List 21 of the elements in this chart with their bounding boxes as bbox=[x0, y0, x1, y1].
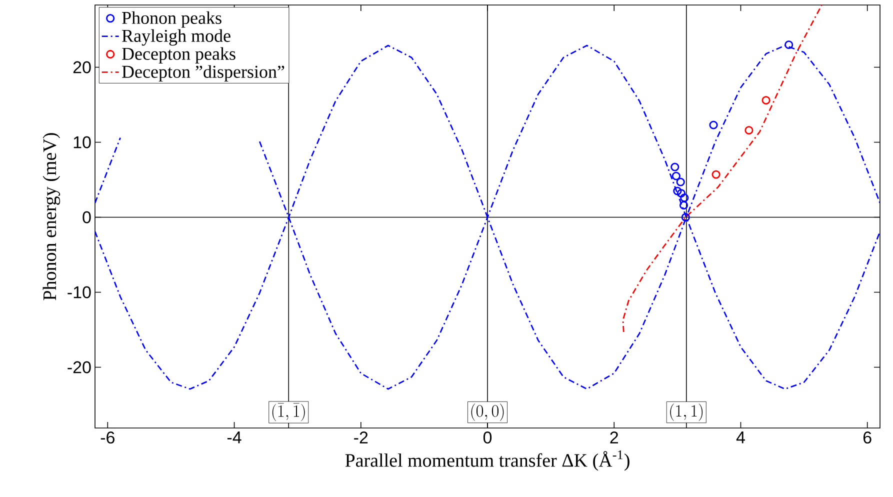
legend-label: Rayleigh mode bbox=[122, 29, 230, 46]
annotation: $(1,1)$ bbox=[670, 404, 703, 421]
x-tick-label: 6 bbox=[863, 432, 872, 444]
y-tick-label: -20 bbox=[68, 361, 91, 374]
legend-label: Phonon peaks bbox=[122, 11, 222, 28]
y-tick-label: -10 bbox=[68, 286, 91, 298]
x-tick-label: -4 bbox=[227, 432, 242, 444]
x-tick-label: -2 bbox=[354, 432, 368, 444]
x-tick-label: 4 bbox=[736, 432, 745, 444]
x-tick-label: 2 bbox=[610, 432, 618, 444]
x-tick-label: 0 bbox=[483, 432, 492, 444]
y-tick-label: 20 bbox=[73, 61, 91, 74]
legend-label: Decepton ”dispersion” bbox=[122, 65, 284, 82]
annotation: $(\bar{1},\bar{1})$ bbox=[272, 403, 305, 422]
y-tick-label: 0 bbox=[82, 211, 91, 224]
y-axis-title: Phonon energy (meV) bbox=[42, 133, 60, 300]
annotation: $(0,0)$ bbox=[471, 404, 504, 421]
legend-label: Decepton peaks bbox=[122, 47, 236, 64]
x-axis-title: Parallel momentum transfer ΔK (Å$^{-1}$) bbox=[345, 450, 630, 471]
x-tick-label: -6 bbox=[100, 432, 114, 444]
y-tick-label: 10 bbox=[74, 136, 91, 148]
